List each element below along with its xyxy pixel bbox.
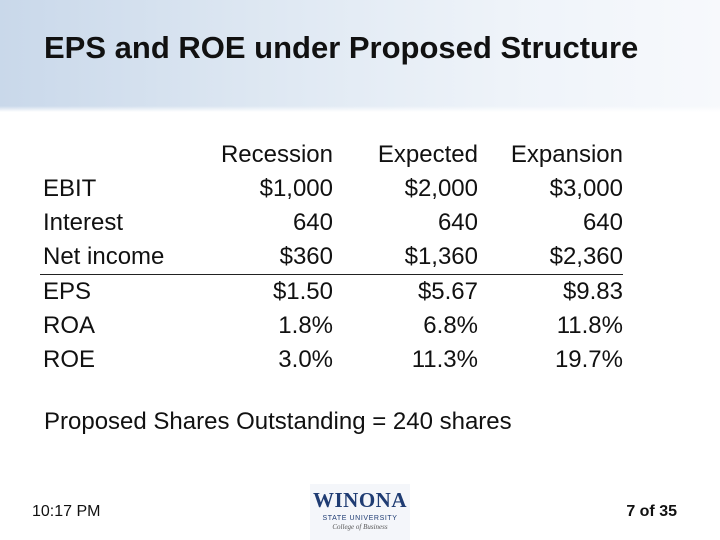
row-label: ROE [43, 346, 96, 373]
cell-value: $1,000 [259, 175, 333, 202]
table-header-row: Recession Expected Expansion [40, 138, 623, 172]
table-corner [40, 138, 203, 172]
cell-value: $1.50 [272, 278, 333, 305]
cell-value: 1.8% [278, 312, 333, 339]
cell-value: $3,000 [549, 175, 623, 202]
table-row: Net income $360 $1,360 $2,360 [40, 240, 623, 275]
logo-subtitle: STATE UNIVERSITY [322, 515, 398, 522]
header-band [0, 0, 720, 112]
cell-value: $2,000 [404, 175, 478, 202]
table-row: ROA 1.8% 6.8% 11.8% [40, 309, 623, 343]
cell-value: $2,360 [478, 240, 623, 275]
university-logo: WINONA STATE UNIVERSITY College of Busin… [310, 484, 410, 540]
cell-value: 11.8% [556, 312, 623, 339]
table-row: ROE 3.0% 11.3% 19.7% [40, 343, 623, 377]
row-label: ROA [43, 312, 96, 339]
logo-wordmark: WINONA [312, 488, 407, 512]
col-header-expansion: Expansion [510, 141, 623, 168]
cell-value: $9.83 [562, 278, 623, 305]
shares-outstanding-note: Proposed Shares Outstanding = 240 shares [44, 408, 512, 435]
row-label: EBIT [43, 175, 97, 202]
cell-value: $360 [203, 240, 333, 275]
cell-value: 640 [582, 209, 623, 236]
table-row: EBIT $1,000 $2,000 $3,000 [40, 172, 623, 206]
cell-value: $1,360 [333, 240, 478, 275]
logo-tagline: College of Business [332, 523, 388, 531]
table-row: EPS $1.50 $5.67 $9.83 [40, 275, 623, 310]
cell-value: $5.67 [417, 278, 478, 305]
slide-time: 10:17 PM [32, 503, 101, 520]
row-label: EPS [43, 278, 92, 305]
cell-value: 6.8% [423, 312, 478, 339]
cell-value: 640 [437, 209, 478, 236]
row-label: Interest [43, 209, 124, 236]
col-header-recession: Recession [220, 141, 333, 168]
cell-value: 3.0% [278, 346, 333, 373]
page-number: 7 of 35 [626, 503, 677, 520]
financial-table: Recession Expected Expansion EBIT $1,000… [40, 138, 623, 377]
table-row: Interest 640 640 640 [40, 206, 623, 240]
cell-value: 640 [292, 209, 333, 236]
col-header-expected: Expected [377, 141, 478, 168]
slide-title: EPS and ROE under Proposed Structure [44, 30, 639, 65]
cell-value: 19.7% [554, 346, 623, 373]
row-label: Net income [40, 240, 203, 275]
cell-value: 11.3% [411, 346, 478, 373]
